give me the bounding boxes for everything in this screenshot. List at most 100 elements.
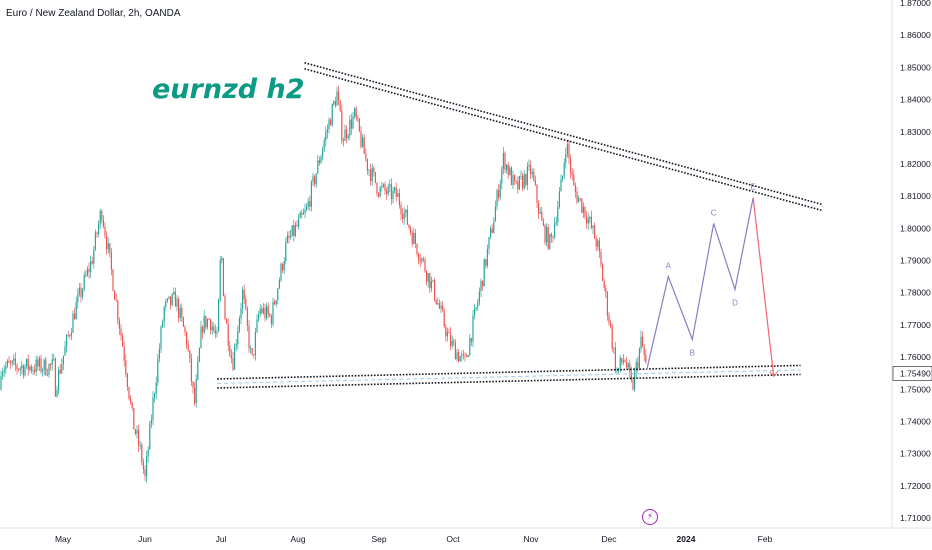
candle-body (285, 242, 287, 262)
candle-body (283, 261, 285, 271)
candle-body (235, 344, 237, 347)
candle-body (21, 365, 23, 369)
candle-body (338, 91, 340, 101)
candle-body (502, 153, 504, 169)
candle-body (462, 354, 464, 355)
candle-body (326, 129, 328, 133)
candle-body (424, 259, 426, 272)
candle-body (243, 289, 245, 300)
candle-body (93, 249, 95, 264)
candle-body (602, 264, 604, 281)
candle-body (554, 223, 556, 238)
candle-body (418, 254, 420, 260)
candle-body (37, 359, 39, 367)
support-midline (217, 369, 801, 384)
candle-body (386, 190, 388, 195)
candle-body (125, 360, 127, 374)
candle-body (58, 369, 60, 391)
candle-body (29, 366, 31, 370)
candle-body (483, 259, 485, 287)
candle-body (384, 184, 386, 191)
candle-body (67, 335, 69, 337)
candle-body (538, 202, 540, 214)
candle-body (275, 300, 277, 305)
candle-body (43, 359, 45, 370)
candle-body (610, 322, 612, 327)
candle-body (150, 420, 152, 424)
candle-body (83, 275, 85, 290)
x-tick-label: Feb (758, 534, 773, 544)
candle-body (622, 360, 624, 363)
candle-body (142, 462, 144, 470)
candle-body (51, 359, 53, 365)
candle-body (562, 175, 564, 180)
candle-body (19, 368, 21, 370)
candle-body (355, 108, 357, 118)
candle-body (597, 240, 599, 247)
candle-body (306, 206, 308, 210)
candle-body (378, 193, 380, 197)
candle-body (586, 216, 588, 224)
candle-body (482, 280, 484, 287)
candle-body (309, 201, 311, 207)
candle-body (262, 308, 264, 313)
candle-body (453, 340, 455, 343)
candle-body (46, 374, 48, 376)
candle-body (629, 363, 631, 373)
candle-body (579, 198, 581, 200)
lightning-icon[interactable]: ⚡ (642, 509, 658, 525)
candle-body (450, 333, 452, 346)
candle-body (99, 211, 101, 224)
candle-body (464, 354, 466, 356)
candle-body (141, 445, 143, 463)
candle-body (290, 235, 292, 238)
candle-body (261, 308, 263, 313)
candle-body (54, 358, 56, 397)
candle-body (75, 302, 77, 320)
candle-body (566, 144, 568, 154)
support-trendline[interactable] (217, 373, 801, 389)
candle-body (634, 371, 636, 390)
drop-projection-line[interactable] (752, 197, 775, 377)
candle-body (118, 320, 120, 329)
candle-body (94, 232, 96, 250)
candle-body (254, 331, 256, 356)
candle-body (190, 358, 192, 382)
candle-body (411, 232, 413, 244)
x-tick-label: Nov (523, 534, 539, 544)
candle-body (286, 235, 288, 243)
candle-body (213, 326, 215, 331)
candle-body (182, 317, 184, 327)
candle-body (32, 369, 34, 371)
candle-body (555, 221, 557, 224)
candle-body (206, 319, 208, 328)
candle-body (278, 280, 280, 289)
y-tick-label: 1.79000 (900, 256, 931, 266)
wave-projection-line[interactable] (646, 197, 754, 371)
candle-body (534, 180, 536, 185)
candle-body (574, 185, 576, 192)
candle-body (446, 332, 448, 337)
y-tick-label: 1.72000 (900, 481, 931, 491)
support-trendline[interactable] (217, 364, 801, 380)
candle-body (107, 243, 109, 250)
y-tick-label: 1.85000 (900, 62, 931, 72)
candle-body (6, 360, 8, 366)
candle-body (346, 129, 348, 139)
candle-body (256, 319, 258, 332)
candle-body (352, 116, 354, 129)
candle-body (395, 187, 397, 197)
candle-body (454, 342, 456, 360)
candle-body (211, 326, 213, 331)
candle-body (2, 372, 4, 377)
candle-body (34, 369, 36, 372)
candle-body (638, 348, 640, 368)
candle-body (526, 166, 528, 185)
candle-body (389, 184, 391, 187)
candle-body (387, 186, 389, 195)
candle-body (376, 182, 378, 194)
candle-body (507, 164, 509, 175)
candle-body (38, 358, 40, 367)
